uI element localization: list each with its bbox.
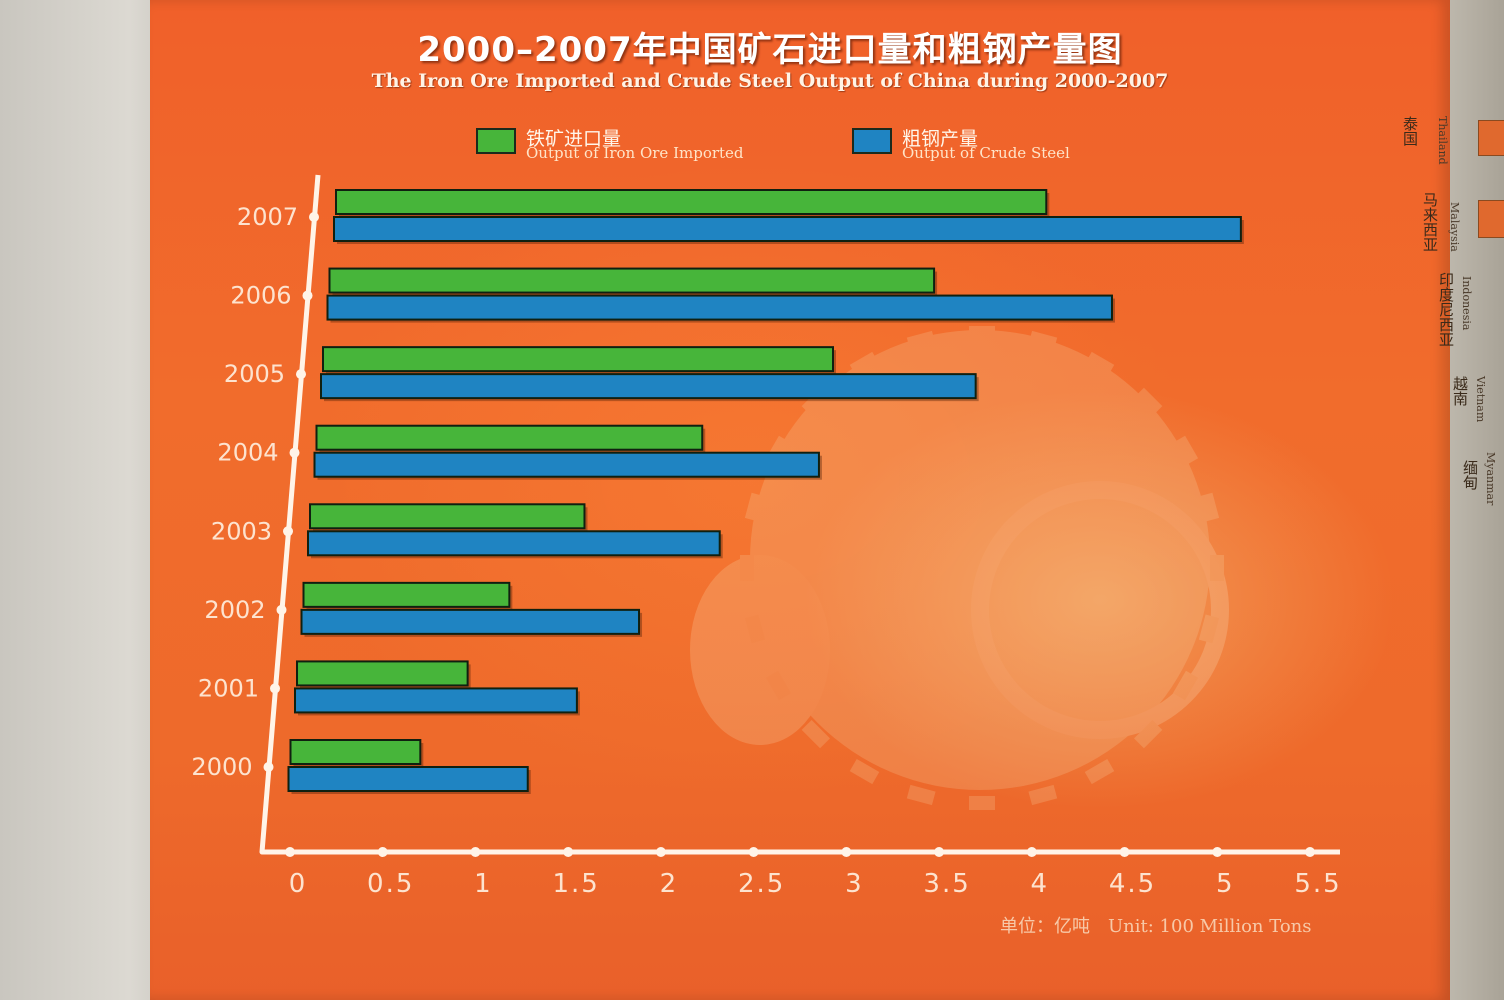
x-tick-label: 5 xyxy=(1216,869,1235,899)
legend-swatch-crude-steel xyxy=(852,128,892,154)
x-tick-label: 1 xyxy=(474,869,493,899)
side-bar-marker xyxy=(1478,200,1504,238)
y-tick-mark xyxy=(276,604,287,615)
side-country-en: Thailand xyxy=(1436,116,1449,165)
x-tick-mark xyxy=(1026,847,1037,857)
x-tick-label: 2.5 xyxy=(738,869,785,899)
side-country-en: Myanmar xyxy=(1484,452,1497,506)
x-tick-mark xyxy=(470,847,481,857)
y-category-label: 2003 xyxy=(211,517,272,545)
x-tick-mark xyxy=(748,847,759,857)
y-tick-mark xyxy=(263,762,274,772)
bar-crude-steel xyxy=(300,608,641,635)
x-tick-label: 2 xyxy=(660,869,679,899)
bar-crude-steel xyxy=(307,530,721,557)
x-tick-label: 3.5 xyxy=(923,869,970,899)
legend-label-en: Output of Iron Ore Imported xyxy=(526,144,744,162)
bar-crude-steel xyxy=(320,373,977,400)
bar-iron-ore xyxy=(289,739,422,765)
unit-label: 单位：亿吨 Unit: 100 Million Tons xyxy=(1000,916,1312,937)
bar-iron-ore xyxy=(335,189,1048,215)
bar-iron-ore xyxy=(315,424,704,451)
side-country-en: Malaysia xyxy=(1448,202,1461,252)
chart-title-zh: 2000–2007年中国矿石进口量和粗钢产量图 xyxy=(417,30,1123,70)
y-category-label: 2007 xyxy=(237,203,298,231)
x-tick-mark xyxy=(934,847,945,857)
y-category-label: 2001 xyxy=(198,674,259,702)
legend-label-zh: 铁矿进口量 xyxy=(526,128,622,150)
side-country-zh: 越南 xyxy=(1451,376,1469,406)
bar-crude-steel xyxy=(294,687,578,714)
bar-crude-steel xyxy=(326,294,1113,321)
x-tick-label: 3 xyxy=(845,869,864,899)
x-tick-label: 1.5 xyxy=(553,869,600,899)
side-bar-marker xyxy=(1478,120,1504,156)
bar-iron-ore xyxy=(328,267,936,294)
y-category-label: 2005 xyxy=(224,360,285,388)
side-country-en: Vietnam xyxy=(1474,376,1487,423)
bar-crude-steel xyxy=(333,216,1242,242)
y-tick-mark xyxy=(309,212,319,222)
bar-crude-steel xyxy=(287,766,529,792)
y-tick-mark xyxy=(289,447,300,458)
x-tick-mark xyxy=(377,847,388,857)
x-tick-label: 5.5 xyxy=(1294,869,1341,899)
x-tick-label: 0 xyxy=(289,869,308,899)
x-tick-mark xyxy=(841,847,852,857)
bar-iron-ore xyxy=(309,503,586,530)
gear-illustration-icon xyxy=(690,326,1229,810)
x-tick-mark xyxy=(1212,847,1223,857)
x-tick-label: 4 xyxy=(1031,869,1050,899)
side-country-list: 泰国 Thailand 马来西亚 Malaysia 印度尼西亚 Indonesi… xyxy=(1360,80,1504,540)
y-category-label: 2000 xyxy=(191,753,252,781)
chart-axes xyxy=(259,174,1340,855)
bar-iron-ore xyxy=(322,346,835,373)
legend-swatch-iron-ore xyxy=(476,128,516,154)
y-tick-mark xyxy=(270,683,281,694)
bar-iron-ore xyxy=(296,660,469,687)
legend-label-zh: 粗钢产量 xyxy=(902,128,979,150)
y-category-label: 2006 xyxy=(230,282,291,310)
side-country-zh: 泰国 xyxy=(1401,116,1419,146)
x-tick-label: 4.5 xyxy=(1109,869,1156,899)
x-tick-mark xyxy=(655,847,666,857)
y-category-label: 2002 xyxy=(204,596,265,624)
y-category-label: 2004 xyxy=(217,439,278,467)
side-country-zh: 缅甸 xyxy=(1461,460,1479,490)
chart-title-en: The Iron Ore Imported and Crude Steel Ou… xyxy=(371,70,1169,92)
side-country-en: Indonesia xyxy=(1460,276,1473,331)
bar-crude-steel xyxy=(313,451,820,478)
x-tick-label: 0.5 xyxy=(367,869,414,899)
y-tick-mark xyxy=(283,526,294,537)
side-country-zh: 印度尼西亚 xyxy=(1437,272,1455,347)
y-tick-mark xyxy=(296,369,307,380)
y-tick-mark xyxy=(302,290,313,301)
x-tick-mark xyxy=(563,847,574,857)
x-tick-mark xyxy=(285,847,295,857)
x-tick-mark xyxy=(1119,847,1130,857)
x-tick-mark xyxy=(1305,847,1315,857)
bar-iron-ore xyxy=(302,581,511,608)
legend-label-en: Output of Crude Steel xyxy=(902,144,1070,162)
chart-poster xyxy=(150,0,1450,1000)
side-country-zh: 马来西亚 xyxy=(1421,192,1439,252)
